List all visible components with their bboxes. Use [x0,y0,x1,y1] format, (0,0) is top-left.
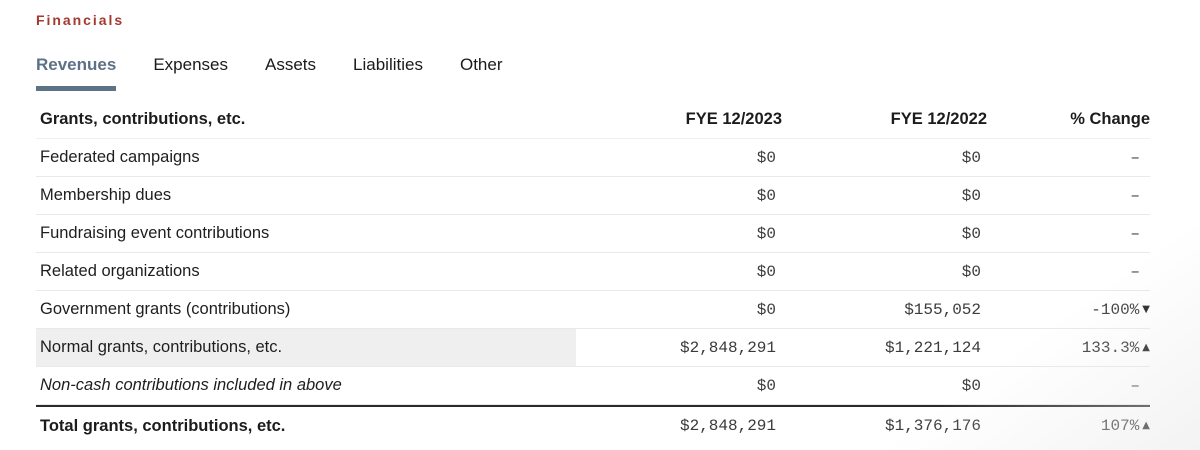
table-header-row: Grants, contributions, etc. FYE 12/2023 … [36,101,1150,139]
value-fy2022: $1,376,176 [884,417,981,435]
tab-liabilities[interactable]: Liabilities [353,55,423,74]
column-header-category: Grants, contributions, etc. [40,110,246,128]
table-row[interactable]: Related organizations $0 $0 – [36,253,1150,291]
percent-change: -100% ▼ [987,301,1150,319]
value-fy2022: $0 [961,186,981,205]
row-label: Fundraising event contributions [40,224,270,242]
row-label: Federated campaigns [40,148,200,166]
table-row-total: Total grants, contributions, etc. $2,848… [36,405,1150,445]
tab-expenses[interactable]: Expenses [153,55,228,74]
row-label: Normal grants, contributions, etc. [36,329,576,366]
table-row[interactable]: Government grants (contributions) $0 $15… [36,291,1150,329]
value-fy2023: $0 [756,224,776,243]
value-fy2023: $0 [756,376,776,395]
percent-change: – [1130,376,1140,395]
percent-change: – [1130,224,1140,243]
revenues-table: Grants, contributions, etc. FYE 12/2023 … [36,101,1150,445]
value-fy2023: $0 [756,148,776,167]
column-header-fye-2023: FYE 12/2023 [685,110,782,128]
financials-section: Financials Revenues Expenses Assets Liab… [36,12,1150,445]
value-fy2022: $0 [961,224,981,243]
tab-revenues[interactable]: Revenues [36,55,117,91]
financials-tab-bar: Revenues Expenses Assets Liabilities Oth… [36,55,1150,91]
tab-assets[interactable]: Assets [265,55,317,74]
percent-change-value: 107% [1100,417,1140,435]
value-fy2023: $0 [756,262,776,281]
table-row[interactable]: Membership dues $0 $0 – [36,177,1150,215]
value-fy2023: $2,848,291 [679,417,776,435]
table-row-highlighted[interactable]: Normal grants, contributions, etc. $2,84… [36,329,1150,367]
value-fy2022: $155,052 [904,300,981,319]
value-fy2023: $0 [756,300,776,319]
row-label: Membership dues [40,186,172,204]
trend-down-icon: ▼ [1142,303,1150,315]
value-fy2023: $2,848,291 [679,338,776,357]
trend-up-icon: ▲ [1142,420,1150,431]
table-row[interactable]: Federated campaigns $0 $0 – [36,139,1150,177]
percent-change: 133.3% ▲ [987,339,1150,357]
row-label: Non-cash contributions included in above [40,376,342,394]
table-row[interactable]: Fundraising event contributions $0 $0 – [36,215,1150,253]
value-fy2022: $0 [961,376,981,395]
value-fy2022: $1,221,124 [884,338,981,357]
trend-up-icon: ▲ [1142,341,1150,353]
column-header-fye-2022: FYE 12/2022 [890,110,987,128]
percent-change: – [1130,148,1140,167]
column-header-percent-change: % Change [1070,110,1150,128]
row-label: Total grants, contributions, etc. [40,416,286,435]
percent-change: 107% ▲ [987,417,1150,435]
percent-change: – [1130,186,1140,205]
value-fy2022: $0 [961,148,981,167]
value-fy2022: $0 [961,262,981,281]
percent-change: – [1130,262,1140,281]
row-label: Government grants (contributions) [40,300,291,318]
tab-other[interactable]: Other [459,55,503,74]
value-fy2023: $0 [756,186,776,205]
table-row[interactable]: Non-cash contributions included in above… [36,367,1150,405]
row-label: Related organizations [40,262,200,280]
section-label: Financials [36,12,125,28]
percent-change-value: 133.3% [1081,338,1140,357]
percent-change-value: -100% [1091,300,1140,319]
